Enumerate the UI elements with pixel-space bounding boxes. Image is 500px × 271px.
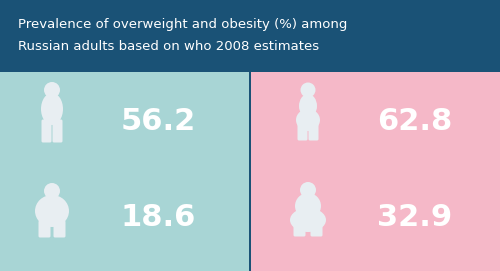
Ellipse shape xyxy=(296,109,320,131)
Text: Prevalence of overweight and obesity (%) among: Prevalence of overweight and obesity (%)… xyxy=(18,18,347,31)
Circle shape xyxy=(44,82,60,98)
FancyBboxPatch shape xyxy=(0,0,500,72)
Text: 62.8: 62.8 xyxy=(378,107,452,136)
Ellipse shape xyxy=(290,208,326,232)
Ellipse shape xyxy=(35,195,69,227)
Text: 56.2: 56.2 xyxy=(120,107,196,136)
Circle shape xyxy=(44,183,60,199)
Text: Russian adults based on who 2008 estimates: Russian adults based on who 2008 estimat… xyxy=(18,40,319,53)
Text: 32.9: 32.9 xyxy=(378,202,452,231)
Circle shape xyxy=(300,82,316,98)
Ellipse shape xyxy=(295,193,321,219)
FancyBboxPatch shape xyxy=(294,221,306,237)
Ellipse shape xyxy=(299,94,317,118)
FancyBboxPatch shape xyxy=(52,120,62,143)
FancyBboxPatch shape xyxy=(54,221,66,237)
FancyBboxPatch shape xyxy=(310,221,322,237)
FancyBboxPatch shape xyxy=(251,72,500,271)
FancyBboxPatch shape xyxy=(298,120,308,140)
Ellipse shape xyxy=(41,93,63,125)
FancyBboxPatch shape xyxy=(38,221,50,237)
FancyBboxPatch shape xyxy=(0,72,249,271)
FancyBboxPatch shape xyxy=(42,120,51,143)
Text: 18.6: 18.6 xyxy=(120,202,196,231)
FancyBboxPatch shape xyxy=(308,120,318,140)
Circle shape xyxy=(300,182,316,198)
